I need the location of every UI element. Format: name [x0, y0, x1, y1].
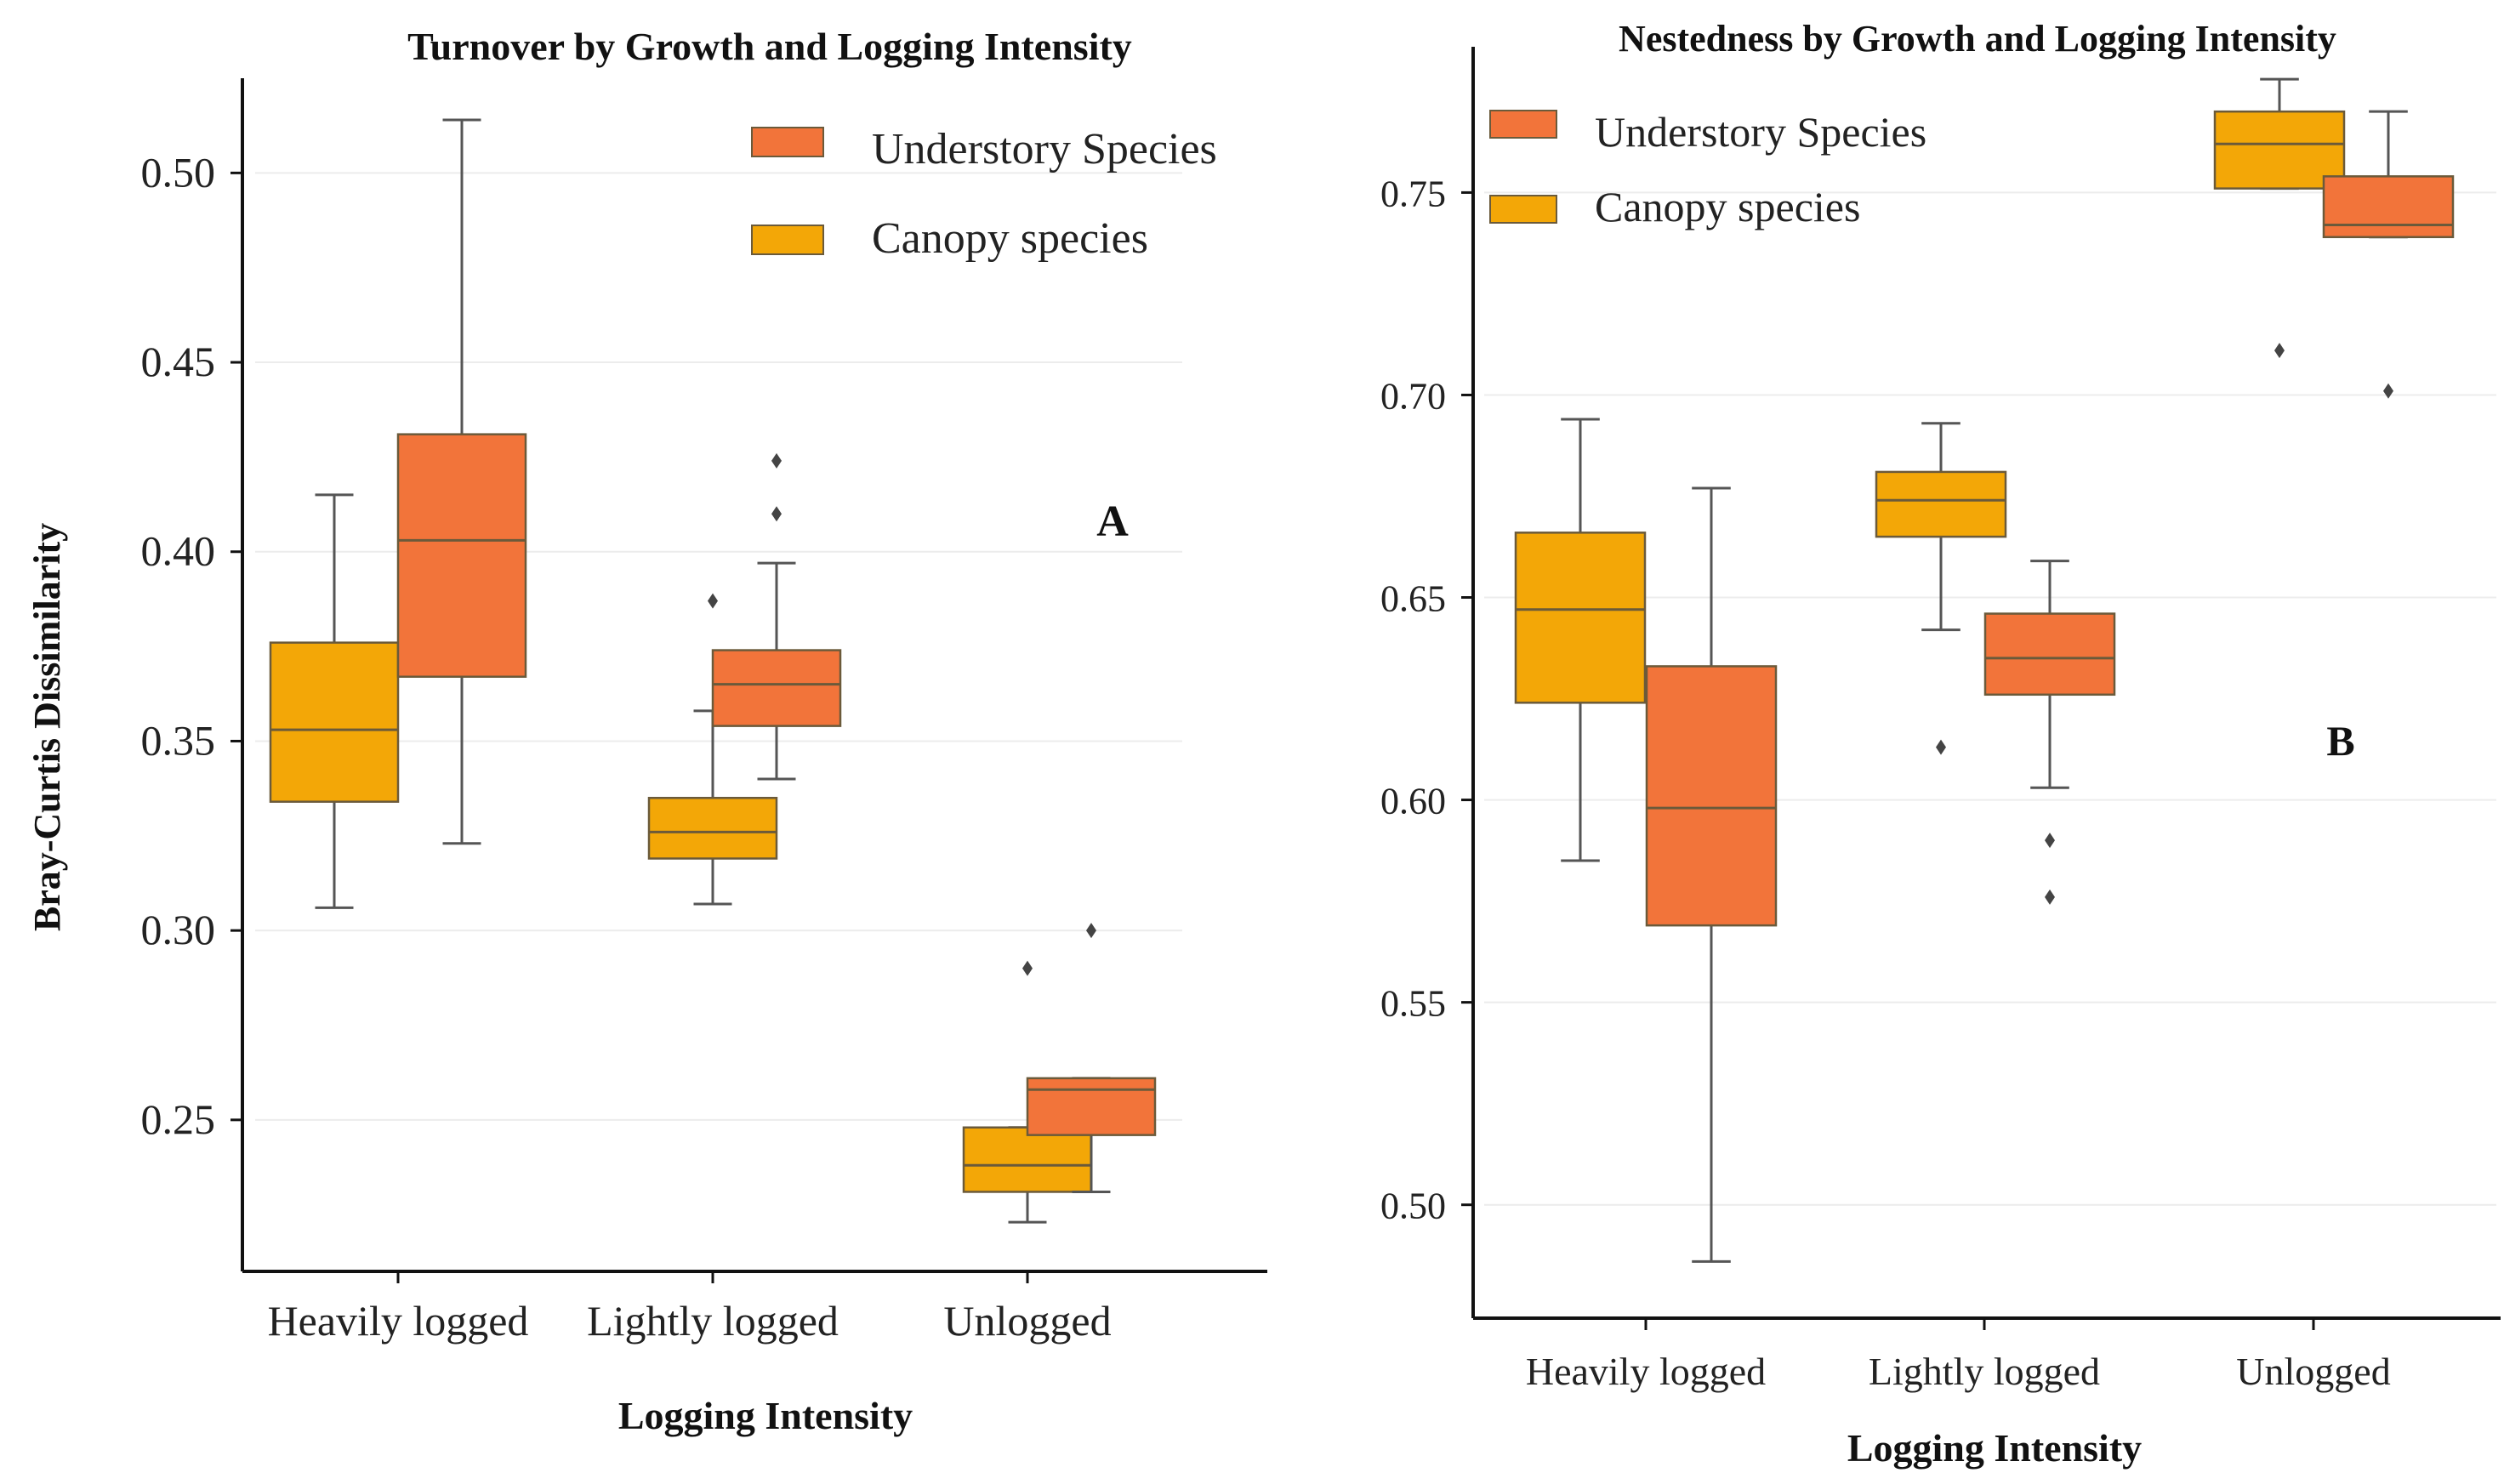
x-axis-label: Logging Intensity [618, 1394, 913, 1437]
iqr-box [647, 797, 778, 860]
outlier-point [2383, 383, 2393, 399]
legend-swatch-understory [751, 127, 824, 157]
outlier-point [1936, 739, 1946, 755]
legend-label-canopy: Canopy species [1595, 183, 1860, 230]
box-plots [1514, 77, 2455, 1263]
x-tick-label: Lightly logged [1869, 1350, 2100, 1393]
iqr-box [1645, 665, 1778, 927]
iqr-box [396, 433, 527, 678]
iqr-box [2322, 175, 2455, 239]
outlier-point [2045, 833, 2055, 849]
y-tick-label: 0.30 [141, 906, 216, 953]
x-axis-ticks: Heavily logged Lightly logged Unlogged [1526, 1318, 2391, 1393]
y-axis-ticks: 0.25 0.30 0.35 0.40 0.45 0.50 [141, 148, 242, 1143]
x-tick-label: Heavily logged [268, 1297, 529, 1345]
panel-nestedness: Nestedness by Growth and Logging Intensi… [1380, 18, 2501, 1470]
box-understory [2322, 110, 2455, 399]
box-understory [711, 452, 842, 781]
panel-letter: B [2326, 717, 2354, 765]
y-tick-label: 0.50 [141, 148, 216, 196]
legend: Understory Species Canopy species [751, 125, 1217, 263]
chart-title: Nestedness by Growth and Logging Intensi… [1619, 18, 2336, 60]
outlier-point [771, 452, 782, 469]
outlier-point [771, 506, 782, 522]
box-canopy [647, 593, 778, 906]
box-canopy [269, 493, 400, 909]
box-understory [396, 118, 527, 845]
box-plots [269, 118, 1157, 1224]
box-canopy [1875, 422, 2007, 755]
iqr-box [2213, 110, 2346, 190]
iqr-box [269, 641, 400, 803]
iqr-box [1026, 1077, 1157, 1136]
x-tick-label: Heavily logged [1526, 1350, 1766, 1393]
legend: Understory Species Canopy species [1489, 108, 1926, 230]
x-axis-ticks: Heavily logged Lightly logged Unlogged [268, 1271, 1112, 1345]
iqr-box [711, 649, 842, 727]
y-tick-label: 0.40 [141, 527, 216, 575]
y-axis-ticks: 0.50 0.55 0.60 0.65 0.70 0.75 [1380, 173, 1473, 1227]
outlier-point [2045, 889, 2055, 905]
x-tick-label: Lightly logged [587, 1297, 839, 1345]
outlier-point [2274, 343, 2285, 359]
x-tick-label: Unlogged [2236, 1350, 2390, 1393]
iqr-box [1514, 532, 1647, 704]
box-canopy [2213, 77, 2346, 359]
y-tick-label: 0.25 [141, 1095, 216, 1143]
y-tick-label: 0.60 [1380, 781, 1446, 822]
legend-swatch-understory [1489, 110, 1557, 139]
legend-label-understory: Understory Species [872, 125, 1217, 173]
y-tick-label: 0.55 [1380, 983, 1446, 1025]
panel-letter: A [1096, 498, 1129, 546]
y-tick-label: 0.35 [141, 716, 216, 764]
y-tick-label: 0.45 [141, 338, 216, 385]
iqr-box [1875, 470, 2007, 538]
chart-title: Turnover by Growth and Logging Intensity [407, 25, 1132, 68]
box-understory [1645, 486, 1778, 1263]
iqr-box [962, 1126, 1093, 1193]
legend-label-understory: Understory Species [1595, 108, 1926, 156]
outlier-point [1022, 960, 1033, 976]
box-canopy [1514, 418, 1647, 862]
box-understory [1983, 560, 2116, 905]
y-tick-label: 0.75 [1380, 173, 1446, 214]
iqr-box [1983, 612, 2116, 697]
y-axis-label: Bray-Curtis Dissimilarity [26, 523, 68, 931]
legend-label-canopy: Canopy species [872, 214, 1148, 263]
legend-swatch-canopy [751, 225, 824, 255]
y-tick-label: 0.65 [1380, 578, 1446, 620]
panel-turnover: Turnover by Growth and Logging Intensity… [26, 25, 1267, 1437]
outlier-point [708, 593, 718, 609]
y-tick-label: 0.50 [1380, 1185, 1446, 1227]
x-axis-label: Logging Intensity [1847, 1426, 2142, 1470]
legend-swatch-canopy [1489, 195, 1557, 224]
x-tick-label: Unlogged [943, 1297, 1111, 1345]
y-tick-label: 0.70 [1380, 375, 1446, 417]
box-understory [1026, 923, 1157, 1193]
outlier-point [1086, 923, 1096, 939]
